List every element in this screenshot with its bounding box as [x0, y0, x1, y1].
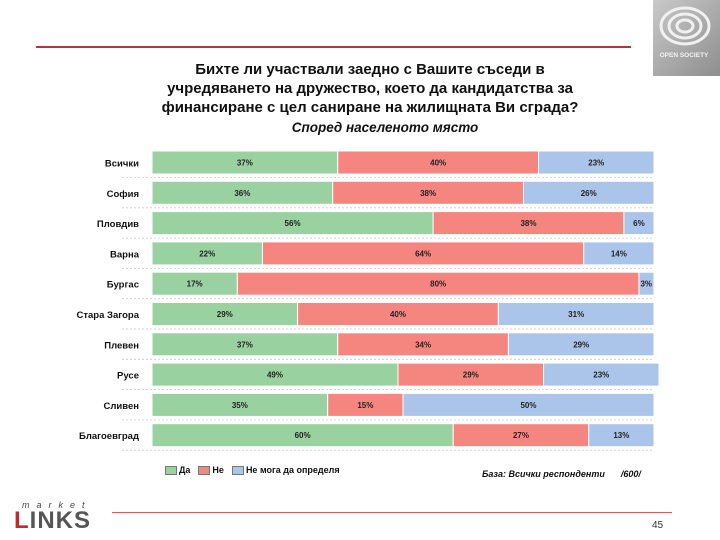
category-label: Сливен: [104, 401, 140, 412]
data-label: 80%: [430, 280, 446, 289]
bar-row-4: Бургас 17% 80% 3%: [107, 271, 655, 296]
chart-legend: Да Не Не мога да определя: [165, 465, 340, 475]
data-label: 37%: [237, 159, 253, 168]
legend-swatch: [165, 465, 177, 475]
data-label: 29%: [573, 340, 589, 349]
bar-segment-2: [638, 271, 655, 296]
data-label: 37%: [237, 340, 253, 349]
bar-row-7: Русе 49% 29% 23%: [117, 362, 660, 387]
legend-label: Не мога да определя: [245, 465, 340, 475]
data-label: 56%: [285, 219, 301, 228]
data-label: 36%: [234, 189, 250, 198]
legend-swatch: [231, 465, 244, 475]
data-label: 26%: [581, 189, 597, 198]
data-label: 29%: [217, 310, 233, 319]
bottom-rule: [112, 512, 672, 513]
data-label: 50%: [520, 401, 536, 410]
marketlinks-logo-big: LINKS: [14, 507, 92, 534]
bar-segment-2: [507, 332, 655, 357]
base-note-n: /600/: [620, 469, 641, 479]
base-note: База: Всички респонденти/600/: [482, 469, 641, 479]
data-label: 3%: [640, 280, 652, 289]
data-label: 38%: [520, 219, 536, 228]
category-label: Стара Загора: [77, 310, 140, 321]
legend-item-1: Не: [198, 465, 224, 475]
chart-title: Бихте ли участвали заедно с Вашите съсед…: [161, 61, 579, 116]
bar-row-6: Плевен 37% 34% 29%: [104, 332, 655, 357]
data-label: 40%: [390, 310, 406, 319]
bar-segment-2: [497, 302, 655, 326]
marketlinks-logo: market LINKS: [14, 500, 92, 534]
top-rule: [36, 46, 631, 48]
bar-row-8: Сливен 35% 15% 50%: [104, 392, 655, 417]
category-label: Бургас: [107, 280, 139, 291]
category-label: Пловдив: [97, 219, 139, 230]
data-label: 23%: [588, 159, 604, 168]
bar-row-5: Стара Загора 29% 40% 31%: [77, 302, 655, 326]
bar-row-3: Варна 22% 64% 14%: [110, 241, 655, 266]
logo-text: OPEN SOCIETY: [659, 52, 709, 59]
category-label: Плевен: [104, 340, 139, 351]
bar-segment-2: [543, 362, 660, 387]
data-label: 64%: [415, 249, 431, 258]
category-label: Всички: [105, 159, 139, 170]
bar-segment-2: [538, 150, 655, 175]
data-label: 17%: [187, 280, 203, 289]
bar-row-1: София 36% 38% 26%: [107, 180, 655, 205]
data-label: 13%: [613, 431, 629, 440]
page-number: 45: [652, 520, 664, 531]
category-label: Варна: [110, 249, 140, 260]
legend-swatch: [198, 465, 211, 475]
bar-segment-2: [522, 180, 655, 205]
data-label: 49%: [267, 371, 283, 380]
legend-item-2: Не мога да определя: [231, 465, 340, 475]
data-label: 31%: [568, 310, 584, 319]
bar-segment-2: [588, 423, 655, 448]
data-label: 22%: [199, 249, 215, 258]
bar-row-0: Всички 37% 40% 23%: [105, 150, 655, 175]
data-label: 27%: [513, 431, 529, 440]
legend-label: Не: [212, 465, 224, 475]
data-label: 6%: [633, 219, 645, 228]
bar-segment-2: [623, 211, 655, 236]
data-label: 35%: [232, 401, 248, 410]
chart-subtitle: Според населеното място: [291, 120, 479, 135]
marketlinks-logo-small: market: [22, 500, 92, 510]
data-label: 34%: [415, 340, 431, 349]
bar-segment-2: [402, 392, 655, 417]
legend-item-0: Да: [165, 465, 190, 475]
data-label: 40%: [430, 159, 446, 168]
bar-row-9: Благоевград 60% 27% 13%: [79, 423, 655, 448]
data-label: 60%: [295, 431, 311, 440]
category-label: Русе: [117, 371, 139, 382]
bar-segment-2: [583, 241, 655, 266]
category-label: София: [107, 189, 139, 200]
category-label: Благоевград: [79, 431, 139, 442]
data-label: 38%: [420, 189, 436, 198]
bar-row-2: Пловдив 56% 38% 6%: [97, 211, 655, 236]
data-label: 15%: [357, 401, 373, 410]
open-society-logo: OPEN SOCIETY: [653, 0, 720, 76]
data-label: 29%: [463, 371, 479, 380]
data-label: 23%: [593, 371, 609, 380]
spiral-logo-icon: [659, 6, 711, 46]
data-label: 14%: [611, 249, 627, 258]
legend-label: Да: [179, 465, 191, 475]
base-note-label: База: Всички респонденти: [482, 469, 605, 479]
